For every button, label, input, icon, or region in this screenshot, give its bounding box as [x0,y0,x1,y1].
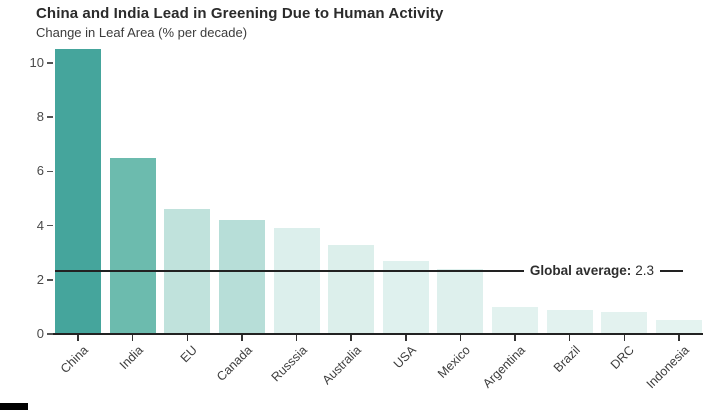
x-tick-australia [350,335,352,341]
bar-china [55,49,101,334]
y-tick-mark-8 [47,116,53,118]
x-tick-label-eu: EU [177,343,201,366]
y-tick-label-4: 4 [36,217,44,233]
x-tick-eu [186,335,189,341]
y-tick-label-6: 6 [36,163,44,179]
x-tick-canada [241,335,243,341]
bar-indonesia [655,320,702,334]
x-tick-label-australia: Australia [319,343,365,388]
global-average-label-text: Global average: [529,263,632,279]
bar-australia [328,244,375,334]
x-tick-brazil [568,335,571,341]
x-tick-label-russsia: Russsia [268,343,310,385]
x-tick-label-drc: DRC [608,343,638,373]
x-tick-label-india: India [116,343,146,373]
x-tick-label-indonesia: Indonesia [643,343,692,392]
global-average-value: 2.3 [635,263,654,279]
y-tick-mark-2 [47,279,53,281]
bottom-left-black-bar [0,403,28,410]
y-tick-label-2: 2 [36,271,44,287]
bar-russsia [273,228,320,334]
bar-usa [382,260,429,334]
x-tick-label-argentina: Argentina [480,343,528,391]
bar-mexico [437,268,484,334]
x-tick-drc [623,335,626,341]
x-tick-india [131,335,134,341]
x-tick-russsia [295,335,298,341]
bar-brazil [546,309,593,334]
x-tick-label-canada: Canada [213,343,255,384]
plot-area [55,49,702,334]
x-tick-label-usa: USA [390,343,419,372]
x-tick-usa [405,335,407,341]
bar-drc [601,312,648,334]
bar-argentina [492,306,538,334]
global-average-label: Global average: 2.3 [523,262,660,281]
bar-series [55,49,702,334]
x-tick-label-brazil: Brazil [550,343,583,376]
x-tick-label-mexico: Mexico [435,343,474,381]
y-tick-mark-6 [47,170,53,173]
chart-title: China and India Lead in Greening Due to … [36,5,444,22]
bar-canada [218,220,265,334]
y-tick-label-0: 0 [36,326,44,341]
y-tick-label-10: 10 [29,55,44,70]
x-axis-line [53,333,703,335]
y-tick-mark-0 [47,333,53,335]
chart-subtitle: Change in Leaf Area (% per decade) [36,25,248,40]
x-tick-china [77,335,79,341]
bar-india [109,157,156,334]
y-tick-mark-4 [47,224,53,227]
x-tick-mexico [459,335,462,341]
y-tick-label-8: 8 [36,109,44,125]
y-tick-mark-10 [47,62,53,64]
x-tick-label-china: China [57,343,91,377]
x-tick-indonesia [678,335,680,341]
global-average-line [55,270,683,272]
x-tick-argentina [514,335,516,341]
